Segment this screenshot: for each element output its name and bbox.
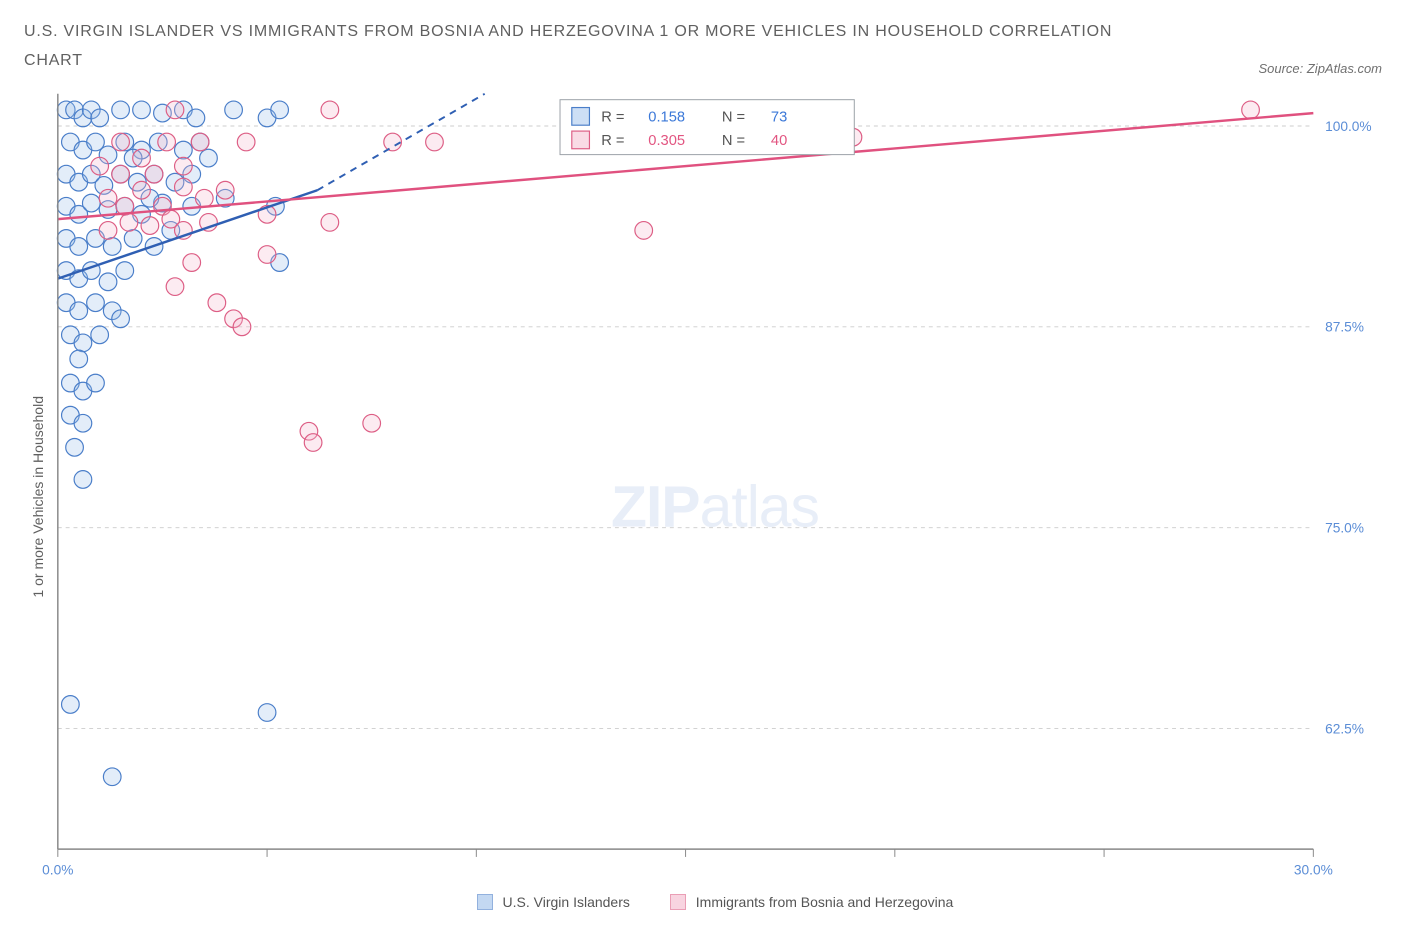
svg-text:100.0%: 100.0% [1325, 118, 1372, 133]
svg-text:ZIPatlas: ZIPatlas [611, 474, 819, 539]
legend-swatch-a [477, 894, 493, 910]
legend-swatch-b [670, 894, 686, 910]
svg-text:0.305: 0.305 [648, 132, 685, 148]
chart-wrap: 1 or more Vehicles in Household ZIPatlas… [24, 84, 1382, 910]
svg-text:0.158: 0.158 [648, 109, 685, 125]
svg-text:73: 73 [771, 109, 787, 125]
svg-text:30.0%: 30.0% [1294, 862, 1333, 877]
svg-text:62.5%: 62.5% [1325, 721, 1364, 736]
legend-label-a: U.S. Virgin Islanders [503, 894, 630, 910]
legend-item-b: Immigrants from Bosnia and Herzegovina [670, 894, 953, 910]
scatter-plot: ZIPatlas62.5%75.0%87.5%100.0%0.0%30.0%R … [48, 84, 1382, 888]
svg-text:R =: R = [601, 109, 624, 125]
svg-text:0.0%: 0.0% [42, 862, 73, 877]
plot-container: ZIPatlas62.5%75.0%87.5%100.0%0.0%30.0%R … [48, 84, 1382, 910]
bottom-legend: U.S. Virgin Islanders Immigrants from Bo… [48, 894, 1382, 910]
svg-text:R =: R = [601, 132, 624, 148]
svg-text:N =: N = [722, 109, 745, 125]
svg-text:40: 40 [771, 132, 787, 148]
svg-text:87.5%: 87.5% [1325, 319, 1364, 334]
chart-header: U.S. VIRGIN ISLANDER VS IMMIGRANTS FROM … [24, 18, 1382, 76]
legend-item-a: U.S. Virgin Islanders [477, 894, 630, 910]
svg-text:75.0%: 75.0% [1325, 520, 1364, 535]
source-label: Source: ZipAtlas.com [1258, 61, 1382, 76]
legend-label-b: Immigrants from Bosnia and Herzegovina [696, 894, 954, 910]
chart-title: U.S. VIRGIN ISLANDER VS IMMIGRANTS FROM … [24, 18, 1124, 76]
y-axis-label: 1 or more Vehicles in Household [24, 396, 48, 598]
svg-text:N =: N = [722, 132, 745, 148]
